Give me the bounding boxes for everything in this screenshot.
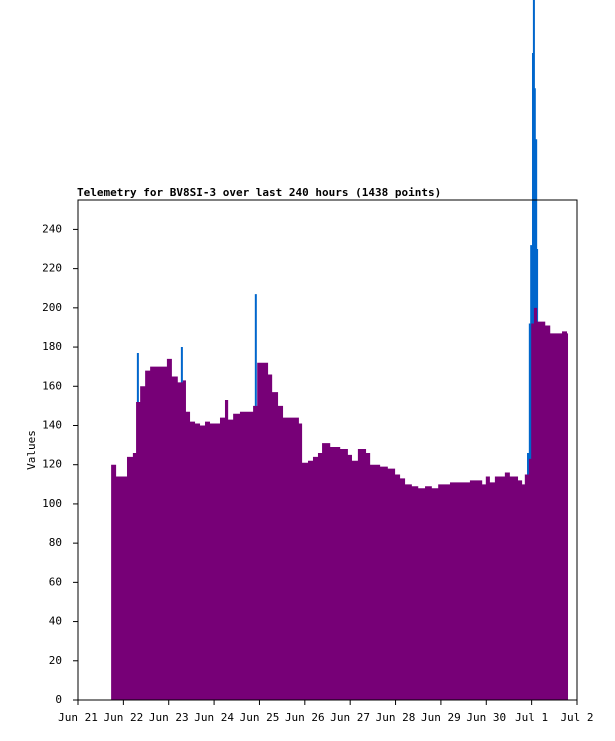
y-tick-label: 80	[49, 536, 62, 549]
y-tick-label: 160	[42, 379, 62, 392]
y-tick-label: 0	[55, 693, 62, 706]
y-tick-label: 140	[42, 418, 62, 431]
x-tick-label: Jun 27	[330, 711, 370, 724]
x-tick-label: Jun 28	[376, 711, 416, 724]
y-tick-label: 220	[42, 262, 62, 275]
y-tick-label: 20	[49, 654, 62, 667]
x-tick-label: Jun 21	[58, 711, 98, 724]
y-tick-label: 60	[49, 575, 62, 588]
x-tick-label: Jul 2	[560, 711, 593, 724]
plot-frame	[77, 199, 578, 701]
x-tick-label: Jun 22	[103, 711, 143, 724]
x-tick-label: Jun 23	[149, 711, 189, 724]
area	[111, 307, 569, 700]
y-axis-label: Values	[25, 430, 38, 470]
y-tick-label: 40	[49, 615, 62, 628]
y-tick-label: 120	[42, 458, 62, 471]
x-tick-label: Jun 24	[194, 711, 234, 724]
y-tick-label: 100	[42, 497, 62, 510]
y-tick-label: 180	[42, 340, 62, 353]
x-tick-label: Jun 30	[466, 711, 506, 724]
x-tick-label: Jun 29	[421, 711, 461, 724]
x-tick-label: Jun 25	[240, 711, 280, 724]
x-tick-label: Jun 26	[285, 711, 325, 724]
y-tick-label: 200	[42, 301, 62, 314]
y-tick-label: 240	[42, 222, 62, 235]
chart-title: Telemetry for BV8SI-3 over last 240 hour…	[77, 186, 441, 199]
x-tick-label: Jul 1	[515, 711, 548, 724]
